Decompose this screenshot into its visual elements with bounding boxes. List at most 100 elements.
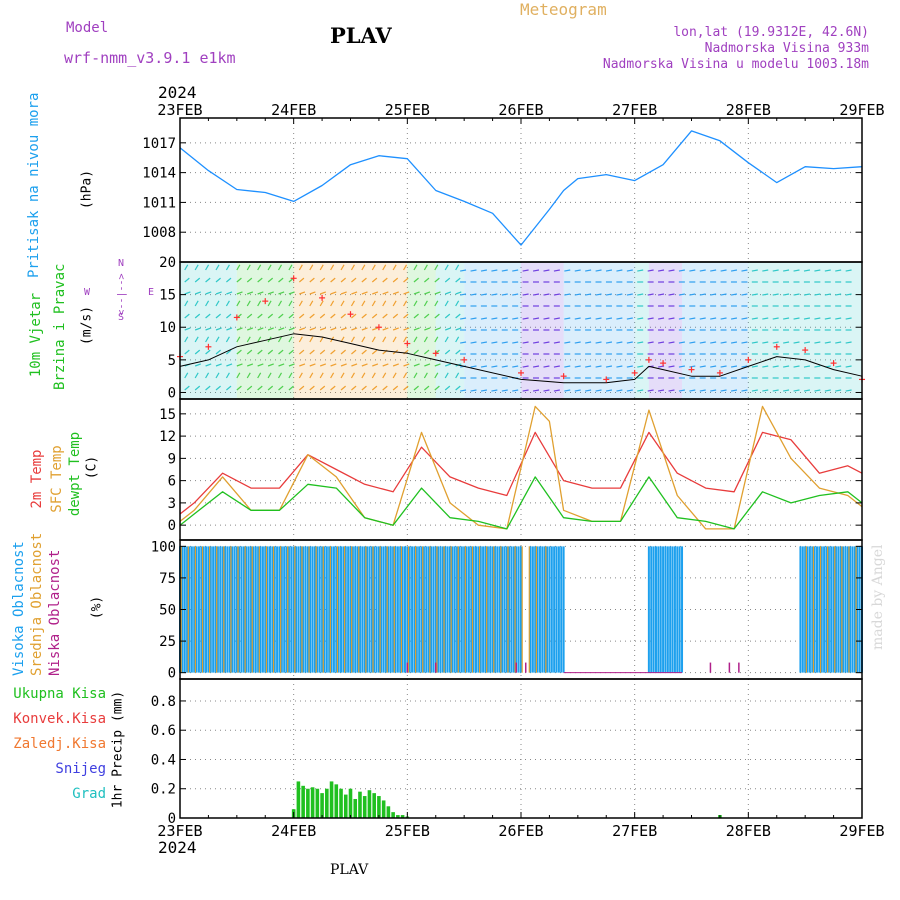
wind-arrow: [351, 291, 358, 295]
wind-arrow: [491, 293, 498, 296]
ytick-label: 25: [159, 634, 176, 650]
wind-arrow: [730, 389, 738, 392]
wind-arrow: [626, 365, 633, 368]
wind-arrow: [309, 385, 315, 391]
wind-arrow: [803, 365, 811, 368]
footer-station: PLAV: [330, 862, 369, 878]
wind-arrow: [225, 372, 230, 379]
wind-arrow: [225, 264, 230, 271]
wind-arrow: [762, 389, 769, 392]
wind-arrow: [585, 317, 592, 320]
wind-arrow: [460, 293, 467, 296]
ytick-label: 15: [159, 288, 176, 304]
wind-arrow: [278, 313, 284, 319]
wind-arrow: [543, 365, 550, 368]
wind-arrow: [413, 349, 419, 355]
precip-bar: [396, 815, 400, 818]
wind-arrow: [309, 349, 315, 355]
wind-arrow: [751, 293, 758, 296]
wind-arrow: [351, 349, 357, 355]
wind-arrow: [793, 365, 800, 368]
wind-arrow: [371, 372, 376, 379]
wind-arrow: [423, 264, 428, 271]
wind-arrow: [361, 385, 367, 391]
wind-arrow: [309, 336, 314, 343]
wind-arrow: [585, 341, 592, 344]
wind-arrow: [225, 336, 230, 343]
wind-arrow: [298, 385, 305, 391]
wind-arrow: [814, 341, 821, 344]
wind-arrow: [470, 341, 477, 344]
wind-arrow: [288, 385, 294, 391]
wind-arrow: [236, 349, 242, 355]
wind-arrow: [501, 365, 508, 368]
wind-arrow: [382, 327, 389, 331]
wind-arrow: [501, 341, 508, 344]
wind-arrow: [434, 385, 440, 391]
wind-arrow: [668, 365, 675, 368]
wind-arrow: [361, 313, 367, 319]
wind-arrow: [553, 269, 560, 272]
wind-arrow: [215, 277, 221, 283]
wind-arrow: [246, 372, 251, 379]
wind-arrow: [720, 269, 727, 272]
wind-arrow: [626, 341, 633, 344]
wind-arrow: [236, 327, 243, 331]
wind-arrow: [658, 365, 665, 368]
wind-arrow: [678, 317, 685, 320]
wind-arrow: [288, 372, 293, 379]
wind-arrow: [413, 327, 420, 331]
wind-arrow: [480, 341, 488, 344]
precip-bar: [339, 788, 343, 818]
wind-arrow: [710, 269, 717, 272]
wind-arrow: [278, 277, 284, 283]
wind-arrow: [267, 291, 274, 295]
wind-arrow: [783, 341, 790, 344]
wind-arrow: [236, 277, 242, 283]
wind-arrow: [658, 341, 665, 344]
wind-arrow: [824, 341, 831, 344]
wind-arrow: [637, 293, 644, 296]
wind-arrow: [460, 269, 467, 272]
wind-arrow: [319, 277, 326, 283]
station-title: PLAV: [330, 23, 392, 48]
wind-arrow: [403, 336, 408, 343]
wind-arrow: [637, 269, 644, 272]
wind-arrow: [267, 313, 274, 319]
wind-arrow: [277, 336, 283, 343]
wind-arrow: [783, 389, 790, 392]
wind-arrow: [246, 300, 251, 307]
wind-arrow: [403, 291, 410, 295]
wind-arrow: [491, 269, 498, 272]
wind-arrow: [762, 365, 769, 368]
wind-arrow: [246, 385, 253, 391]
wind-arrow: [319, 363, 327, 367]
wind-arrow: [361, 372, 366, 379]
ytick-label: 5: [168, 353, 176, 369]
wind-arrow: [351, 327, 358, 331]
wind-arrow: [720, 389, 727, 392]
wind-arrow: [564, 365, 571, 368]
wind-arrow: [330, 327, 337, 331]
wind-arrow: [215, 385, 221, 391]
wind-arrow: [689, 317, 696, 320]
wind-arrow: [543, 389, 550, 392]
wind-arrow: [371, 313, 378, 319]
wind-arrow: [710, 317, 717, 320]
wind-arrow: [553, 317, 560, 320]
wind-arrow: [678, 341, 685, 344]
wind-arrow: [491, 341, 498, 344]
wind-arrow: [350, 264, 355, 271]
wind-arrow: [340, 313, 347, 319]
wind-arrow: [783, 365, 790, 368]
wind-arrow: [319, 313, 326, 319]
wind-arrow: [595, 341, 602, 344]
wind-arrow: [751, 317, 758, 320]
wind-arrow: [762, 317, 769, 320]
wind-arrow: [637, 365, 644, 368]
wind-arrow: [445, 363, 452, 367]
wind-arrow: [616, 269, 623, 272]
wind-arrow: [741, 293, 748, 296]
wind-arrow: [205, 336, 210, 343]
wind-arrow: [194, 313, 201, 319]
